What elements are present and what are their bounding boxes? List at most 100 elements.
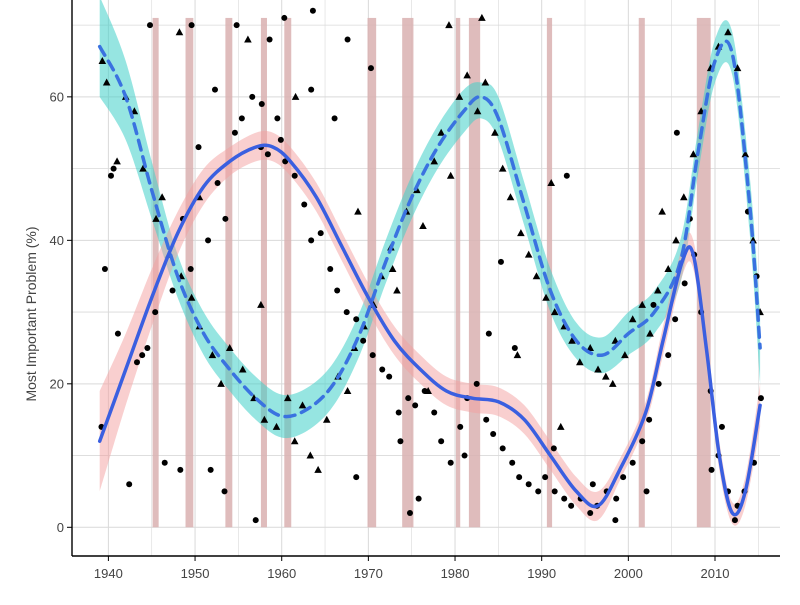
triangle-point bbox=[306, 451, 315, 459]
triangle-point bbox=[187, 293, 196, 301]
triangle-point bbox=[654, 286, 662, 294]
triangle-point bbox=[430, 157, 439, 165]
circle-point bbox=[589, 481, 596, 488]
circle-point bbox=[665, 352, 672, 359]
triangle-point bbox=[298, 401, 307, 409]
circle-point bbox=[369, 352, 376, 359]
circle-point bbox=[110, 165, 117, 172]
y-axis-label: Most Important Problem (%) bbox=[23, 226, 39, 401]
triangle-point bbox=[611, 336, 620, 344]
triangle-point bbox=[498, 164, 507, 172]
circle-point bbox=[535, 488, 542, 495]
triangle-point bbox=[354, 207, 362, 215]
circle-point bbox=[282, 158, 289, 165]
circle-point bbox=[681, 280, 688, 287]
circle-point bbox=[731, 517, 738, 524]
triangle-point bbox=[113, 157, 121, 165]
circle-point bbox=[205, 237, 212, 244]
circle-point bbox=[161, 459, 168, 466]
triangle-series-trend-line bbox=[97, 39, 762, 419]
triangle-point bbox=[608, 379, 617, 387]
triangle-point bbox=[283, 394, 292, 402]
circle-point bbox=[277, 136, 284, 143]
triangle-point bbox=[506, 193, 515, 201]
circle-point bbox=[146, 22, 153, 29]
circle-point bbox=[266, 36, 273, 43]
circle-point bbox=[718, 423, 725, 430]
triangle-point bbox=[260, 415, 269, 423]
y-tick-label: 60 bbox=[50, 89, 64, 104]
triangle-point bbox=[689, 150, 698, 158]
circle-point bbox=[629, 459, 636, 466]
circle-point bbox=[144, 344, 151, 351]
circle-point bbox=[238, 115, 245, 122]
circle-point bbox=[550, 445, 557, 452]
circle-point bbox=[195, 144, 202, 151]
triangle-point bbox=[664, 265, 673, 273]
circle-point bbox=[485, 330, 492, 337]
circle-point bbox=[457, 423, 464, 430]
circle-point bbox=[107, 172, 114, 179]
circle-point bbox=[187, 266, 194, 273]
circle-point bbox=[343, 309, 350, 316]
circle-point bbox=[214, 179, 221, 186]
circle-point bbox=[431, 409, 438, 416]
triangle-point bbox=[419, 221, 427, 229]
circle-point bbox=[511, 344, 518, 351]
recession-band bbox=[185, 17, 194, 528]
triangle-point bbox=[343, 386, 352, 394]
triangle-point bbox=[445, 21, 453, 29]
triangle-point bbox=[446, 171, 455, 179]
recession-band bbox=[260, 17, 267, 528]
circle-point bbox=[188, 22, 195, 29]
circle-point bbox=[509, 459, 516, 466]
circle-point bbox=[438, 438, 445, 445]
circle-point bbox=[301, 201, 308, 208]
recession-band bbox=[284, 17, 292, 528]
triangle-point bbox=[556, 422, 565, 430]
circle-point bbox=[308, 86, 315, 93]
circle-point bbox=[406, 509, 413, 516]
x-tick-label: 1960 bbox=[267, 566, 296, 581]
triangle-point bbox=[586, 343, 595, 351]
circle-point bbox=[360, 337, 367, 344]
triangle-point bbox=[638, 300, 647, 308]
circle-point bbox=[177, 466, 184, 473]
triangle-point bbox=[550, 308, 559, 316]
triangle-point bbox=[672, 236, 680, 244]
circle-point bbox=[258, 101, 265, 108]
triangle-point bbox=[102, 78, 111, 86]
recession-band bbox=[367, 17, 377, 528]
y-tick-label: 40 bbox=[50, 233, 64, 248]
circle-point bbox=[646, 416, 653, 423]
triangle-point bbox=[238, 365, 247, 373]
triangle-point bbox=[175, 28, 184, 36]
circle-point bbox=[473, 380, 480, 387]
circle-point bbox=[708, 466, 715, 473]
triangle-point bbox=[314, 465, 322, 473]
triangle-point bbox=[628, 315, 637, 323]
circle-point bbox=[252, 517, 259, 524]
triangle-point bbox=[158, 193, 166, 201]
x-tick-label: 1990 bbox=[527, 566, 556, 581]
circle-point bbox=[379, 366, 386, 373]
circle-point bbox=[249, 93, 256, 100]
circle-point bbox=[233, 22, 240, 29]
circle-point bbox=[281, 14, 288, 21]
triangle-point bbox=[388, 265, 397, 273]
triangle-point bbox=[733, 64, 742, 72]
y-tick-label: 20 bbox=[50, 376, 64, 391]
circle-point bbox=[563, 172, 570, 179]
circle-point bbox=[207, 466, 214, 473]
circle-point bbox=[542, 474, 549, 481]
axes: 1940 1950 1960 1970 1980 1990 2000 2010 0 20 40 60 bbox=[50, 0, 780, 581]
circle-point bbox=[525, 481, 532, 488]
circle-point bbox=[447, 459, 454, 466]
circle-point bbox=[551, 488, 558, 495]
circle-point bbox=[483, 416, 490, 423]
circle-point bbox=[568, 502, 575, 509]
circle-point bbox=[655, 380, 662, 387]
triangle-point bbox=[491, 128, 499, 136]
triangle-point bbox=[291, 92, 300, 100]
